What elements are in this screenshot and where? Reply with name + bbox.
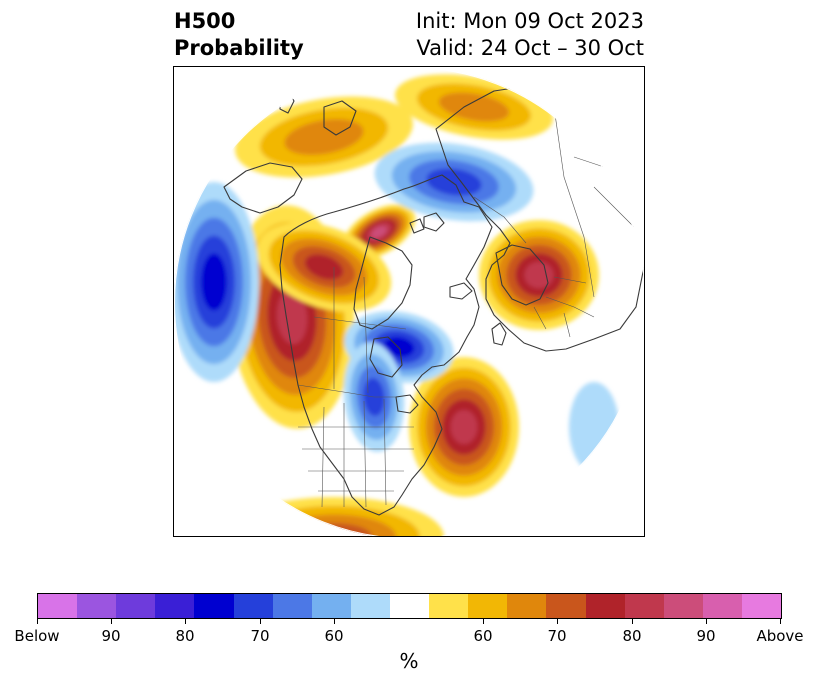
probability-contour bbox=[371, 226, 387, 238]
coast-arctic-islands bbox=[409, 212, 445, 234]
colorbar-tick bbox=[111, 619, 112, 624]
probability-map bbox=[173, 66, 645, 537]
field-below-siberia bbox=[374, 142, 534, 222]
colorbar-cell bbox=[389, 594, 430, 618]
field-below-nw-atlantic bbox=[569, 382, 619, 472]
colorbar-cell bbox=[272, 594, 312, 618]
colorbar-tick bbox=[260, 619, 261, 624]
colorbar-cell bbox=[350, 594, 390, 618]
colorbar-tick-label: 60 bbox=[324, 627, 344, 645]
colorbar-cell bbox=[663, 594, 703, 618]
field-above-siberia-ne bbox=[235, 96, 413, 178]
colorbar-unit-label: % bbox=[399, 649, 419, 673]
coast-kamchatka bbox=[323, 100, 357, 136]
coast-alaska bbox=[223, 162, 303, 214]
colorbar-tick bbox=[37, 619, 38, 624]
colorbar-cell bbox=[429, 594, 469, 618]
probability-contour bbox=[569, 382, 619, 472]
colorbar-cell bbox=[624, 594, 664, 618]
title-variable: H500 bbox=[174, 9, 236, 33]
border-asia bbox=[573, 156, 635, 228]
border-russia bbox=[473, 106, 595, 298]
border-europe bbox=[533, 276, 595, 338]
chart-title: H500 Probability bbox=[174, 8, 304, 62]
colorbar bbox=[37, 593, 782, 619]
colorbar-tick bbox=[334, 619, 335, 624]
probability-contour bbox=[450, 410, 478, 444]
colorbar-cell bbox=[194, 594, 234, 618]
probability-contour bbox=[304, 254, 344, 280]
coast-iceland bbox=[449, 282, 473, 300]
colorbar-cell bbox=[311, 594, 351, 618]
colorbar-cell bbox=[468, 594, 508, 618]
coast-scandinavia bbox=[495, 244, 549, 306]
probability-contour bbox=[524, 261, 554, 289]
title-kind: Probability bbox=[174, 36, 304, 60]
colorbar-tick-label: Below bbox=[14, 627, 60, 645]
colorbar-tick-label: 60 bbox=[473, 627, 493, 645]
map-svg bbox=[174, 67, 644, 536]
probability-contour bbox=[438, 92, 510, 122]
colorbar-tick bbox=[780, 619, 781, 624]
field-above-atlantic bbox=[409, 357, 519, 497]
colorbar-cell bbox=[585, 594, 625, 618]
colorbar-cell bbox=[507, 594, 547, 618]
colorbar-tick bbox=[557, 619, 558, 624]
colorbar-tick-label: 80 bbox=[175, 627, 195, 645]
colorbar-tick bbox=[185, 619, 186, 624]
coast-great-lakes bbox=[395, 394, 419, 414]
probability-contour bbox=[284, 118, 364, 156]
map-disc bbox=[174, 67, 644, 536]
field-above-bering-link bbox=[256, 222, 392, 312]
field-above-europe bbox=[479, 220, 599, 330]
colorbar-tick-label: 90 bbox=[101, 627, 121, 645]
coast-greenland bbox=[353, 236, 413, 330]
colorbar-tick-label: Above bbox=[756, 627, 804, 645]
probability-contour bbox=[201, 253, 227, 311]
coast-uk bbox=[491, 322, 507, 346]
colorbar-tick bbox=[706, 619, 707, 624]
border-canada-provinces bbox=[313, 267, 407, 394]
colorbar-tick-label: 70 bbox=[547, 627, 567, 645]
colorbar-tick-label: 90 bbox=[696, 627, 716, 645]
colorbar-cell bbox=[116, 594, 156, 618]
colorbar-cell bbox=[77, 594, 117, 618]
probability-contour bbox=[383, 336, 415, 358]
colorbar-cell bbox=[38, 594, 78, 618]
colorbar-cell bbox=[233, 594, 273, 618]
init-date: Init: Mon 09 Oct 2023 bbox=[415, 9, 644, 33]
valid-range: Valid: 24 Oct – 30 Oct bbox=[416, 36, 644, 60]
colorbar-cell bbox=[702, 594, 742, 618]
colorbar-tick-label: 80 bbox=[622, 627, 642, 645]
chart-dates: Init: Mon 09 Oct 2023 Valid: 24 Oct – 30… bbox=[416, 8, 644, 62]
colorbar-tick bbox=[483, 619, 484, 624]
colorbar-tick bbox=[632, 619, 633, 624]
colorbar-cell bbox=[155, 594, 195, 618]
colorbar-cell bbox=[546, 594, 586, 618]
colorbar-cell bbox=[741, 594, 782, 618]
field-below-pacific bbox=[174, 182, 259, 382]
coast-hudson-bay bbox=[369, 336, 403, 378]
border-us-states bbox=[298, 398, 414, 508]
border-us-canada bbox=[297, 384, 396, 398]
colorbar-tick-label: 70 bbox=[250, 627, 270, 645]
